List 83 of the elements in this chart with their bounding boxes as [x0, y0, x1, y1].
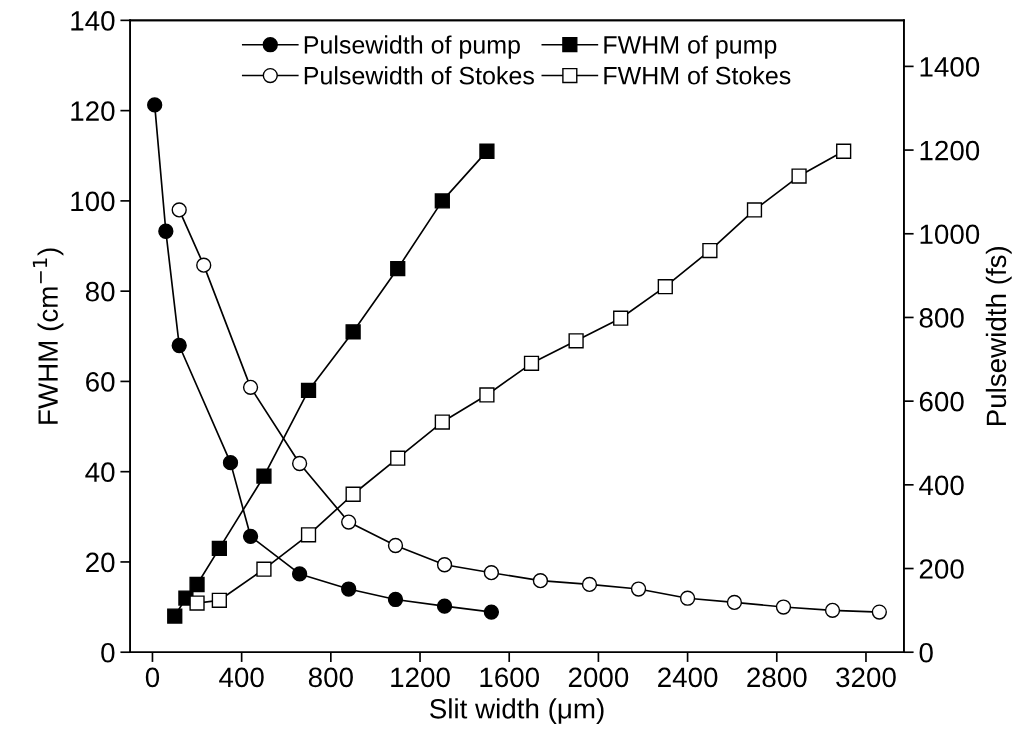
point [196, 257, 212, 273]
legend-label: Pulsewidth of Stokes [304, 66, 534, 85]
point [211, 540, 227, 557]
point [434, 193, 450, 209]
point [341, 514, 357, 530]
y2-tick-label: 1000 [920, 224, 980, 245]
x-tick-label: 800 [308, 667, 353, 688]
y-tick-label: 0 [101, 642, 115, 663]
y2-axis-title: Pulsewidth (fs) [985, 246, 1012, 426]
y-tick-label: 120 [71, 101, 115, 121]
y-tick-label: 20 [86, 552, 115, 573]
y2-tick-label: 1400 [920, 57, 980, 77]
point [300, 527, 317, 543]
x-tick-label: 400 [219, 667, 264, 688]
point [387, 537, 404, 554]
point [836, 143, 852, 159]
point [345, 324, 361, 340]
point [479, 143, 495, 159]
x-tick-label: 1600 [480, 667, 540, 688]
point [242, 528, 259, 544]
point [775, 599, 792, 615]
point [341, 581, 357, 597]
point [483, 565, 500, 581]
point [256, 561, 272, 577]
x-tick-label: 1200 [391, 667, 450, 688]
legend-label: FWHM of Stokes [604, 66, 791, 85]
legend-label: FWHM of pump [604, 35, 777, 59]
point [532, 573, 549, 589]
y-tick-label: 60 [86, 372, 115, 392]
point [581, 576, 598, 593]
point [390, 260, 406, 277]
point [390, 450, 406, 466]
point [291, 566, 308, 582]
point [523, 355, 540, 372]
point [300, 382, 317, 399]
y-tick-label: 100 [71, 191, 115, 212]
point [436, 557, 453, 573]
y2-tick-label: 400 [919, 475, 964, 496]
y-tick-label: 80 [85, 281, 115, 302]
point [147, 97, 163, 113]
y2-tick-label: 0 [919, 642, 933, 663]
point [256, 468, 272, 484]
y2-tick-label: 800 [919, 308, 964, 328]
point [345, 486, 361, 502]
point [434, 414, 450, 430]
legend-label: Pulsewidth of pump [304, 35, 520, 59]
y2-tick-label: 600 [919, 391, 964, 412]
point [702, 242, 718, 259]
y-tick-label: 40 [85, 462, 115, 483]
x-tick-label: 3200 [836, 667, 896, 688]
point [630, 581, 647, 597]
point [167, 608, 183, 624]
x-tick-label: 2400 [658, 667, 718, 688]
point [613, 310, 629, 326]
point [436, 598, 453, 614]
point [726, 594, 743, 611]
point [746, 202, 763, 218]
point [871, 604, 887, 620]
point [657, 278, 673, 295]
x-axis-title: Slit width (μm) [430, 698, 604, 725]
point [189, 595, 205, 611]
point [483, 604, 500, 620]
point [171, 337, 187, 354]
point [242, 379, 259, 395]
y2-tick-label: 200 [919, 559, 964, 579]
point [479, 387, 495, 403]
y2-tick-label: 1200 [920, 140, 980, 161]
y-axis-title: FWHM (cm$^{−1}$) [32, 248, 64, 424]
point [679, 590, 696, 606]
point [211, 592, 227, 608]
point [171, 202, 187, 218]
point [791, 168, 807, 184]
point [189, 576, 205, 593]
point [158, 223, 174, 239]
point [824, 602, 841, 619]
point [222, 455, 239, 471]
x-tick-label: 2000 [568, 667, 629, 688]
point [291, 455, 308, 472]
point [387, 591, 404, 608]
point [568, 333, 584, 349]
x-tick-label: 2800 [747, 667, 807, 688]
y-tick-label: 140 [71, 11, 115, 31]
x-tick-label: 0 [145, 667, 160, 688]
